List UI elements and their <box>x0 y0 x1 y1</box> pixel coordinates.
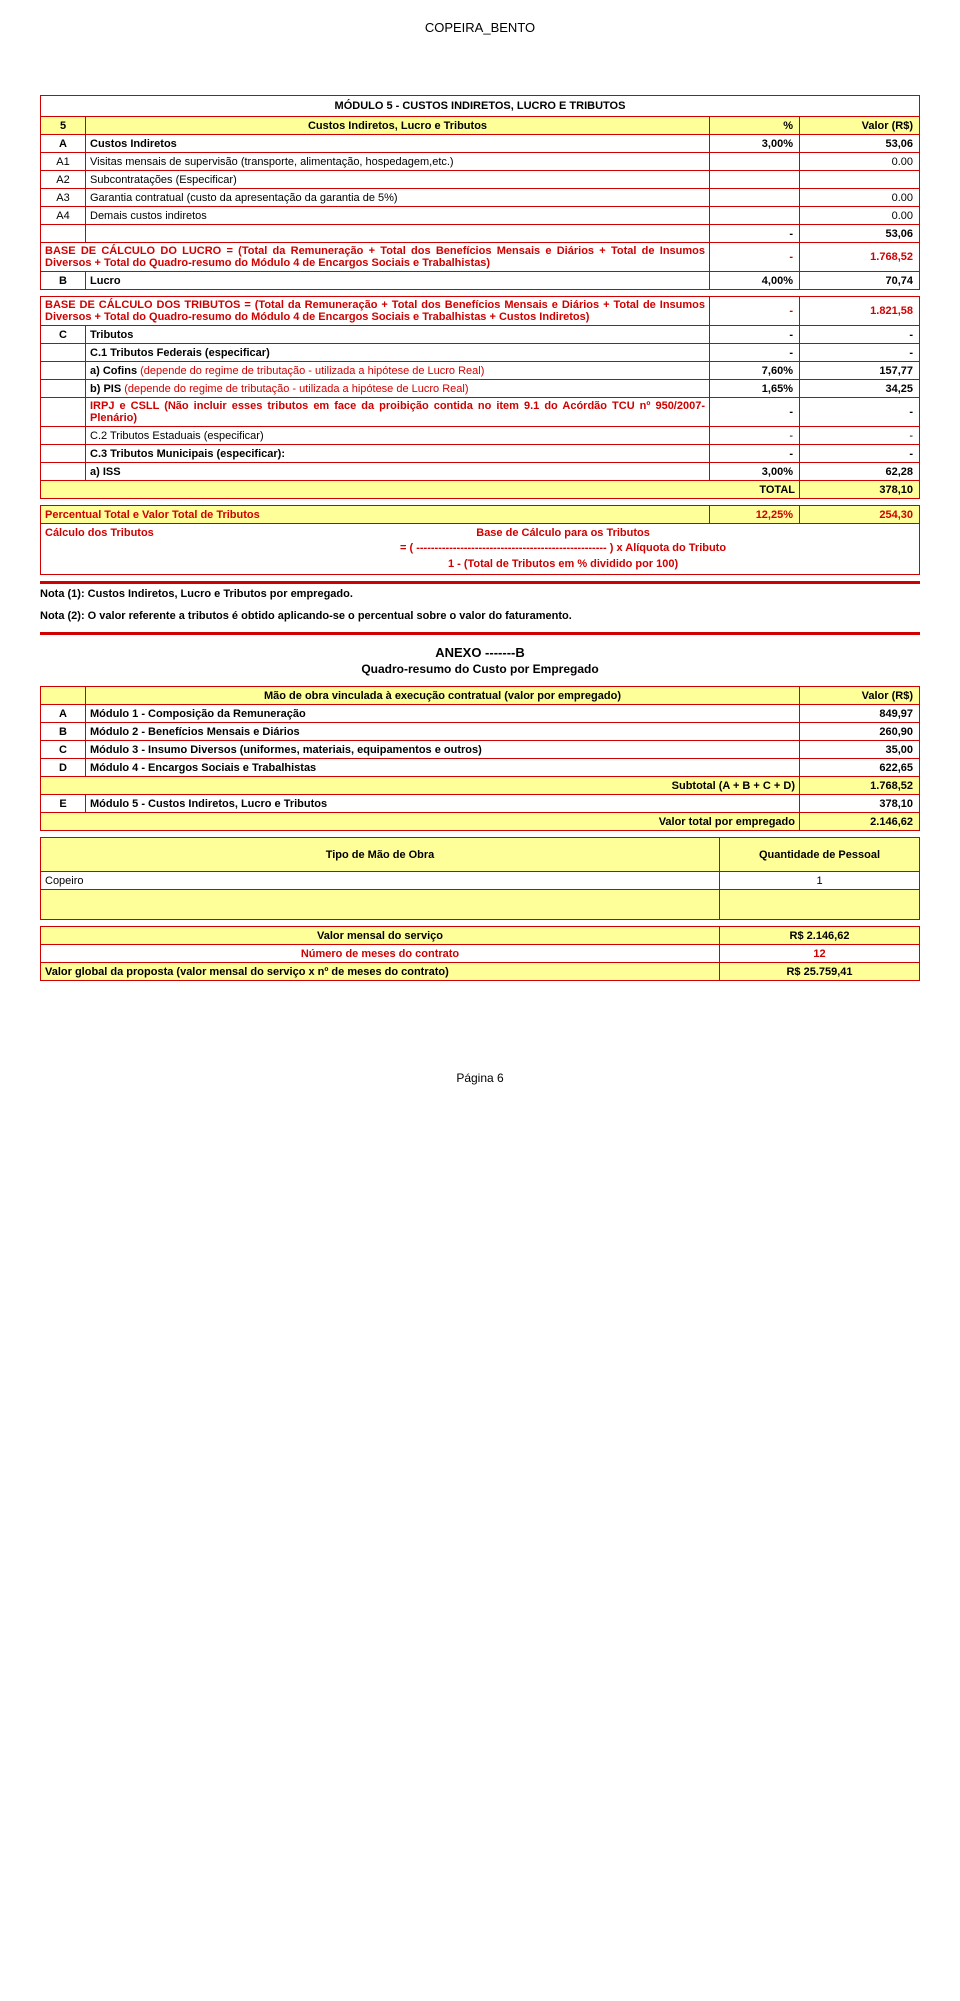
tributos-table: BASE DE CÁLCULO DOS TRIBUTOS = (Total da… <box>40 296 920 499</box>
module5-title: MÓDULO 5 - CUSTOS INDIRETOS, LUCRO E TRI… <box>41 96 920 117</box>
m5-head-num: 5 <box>41 117 86 135</box>
page-footer: Página 6 <box>40 1071 920 1085</box>
tipo-mao-table: Tipo de Mão de Obra Quantidade de Pessoa… <box>40 837 920 920</box>
m5-head-val: Valor (R$) <box>800 117 920 135</box>
module5-table: MÓDULO 5 - CUSTOS INDIRETOS, LUCRO E TRI… <box>40 95 920 290</box>
base-lucro-desc: BASE DE CÁLCULO DO LUCRO = (Total da Rem… <box>41 243 710 272</box>
formula-cell: Cálculo dos Tributos Base de Cálculo par… <box>41 524 920 575</box>
note-1: Nota (1): Custos Indiretos, Lucro e Trib… <box>40 588 920 600</box>
m5-head-pct: % <box>710 117 800 135</box>
note-2: Nota (2): O valor referente a tributos é… <box>40 610 920 622</box>
anexob-subtitle: Quadro-resumo do Custo por Empregado <box>40 662 920 676</box>
anexob-title: ANEXO -------B <box>40 645 920 660</box>
m5-head-desc: Custos Indiretos, Lucro e Tributos <box>86 117 710 135</box>
page-header: COPEIRA_BENTO <box>40 20 920 35</box>
base-tributos-desc: BASE DE CÁLCULO DOS TRIBUTOS = (Total da… <box>41 297 710 326</box>
proposta-table: Valor mensal do serviço R$ 2.146,62 Núme… <box>40 926 920 981</box>
anexob-table: Mão de obra vinculada à execução contrat… <box>40 686 920 831</box>
percentual-table: Percentual Total e Valor Total de Tribut… <box>40 505 920 575</box>
